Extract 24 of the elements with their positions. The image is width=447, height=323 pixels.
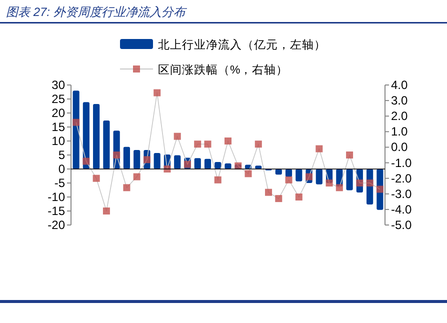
y2-tick-label: -3.0: [391, 186, 412, 201]
y-tick-label: 25: [52, 92, 66, 106]
y2-tick-label: -5.0: [391, 218, 412, 232]
y2-tick-label: 1.0: [391, 124, 408, 139]
y-tick-label: -15: [48, 204, 66, 218]
y-tick-label: 20: [52, 106, 66, 120]
y2-tick-label: 3.0: [391, 94, 408, 108]
y-tick-label: 5: [58, 148, 66, 162]
y2-tick-label: 4.0: [391, 78, 408, 92]
y2-tick-label: 2.0: [391, 109, 408, 124]
y-tick-label: 0: [58, 162, 66, 176]
y2-tick-label: -1.0: [391, 156, 412, 170]
y-tick-label: -20: [48, 218, 66, 232]
legend-label: 北上行业净流入（亿元，左轴）: [158, 38, 326, 52]
chart-title: 图表 27: 外资周度行业净流入分布: [6, 5, 188, 19]
y2-tick-label: 0.0: [391, 140, 408, 154]
y-tick-label: 30: [52, 78, 66, 92]
y-tick-label: 10: [52, 134, 66, 148]
y-tick-label: -10: [48, 190, 66, 204]
legend-label: 区间涨跌幅（%，右轴）: [158, 64, 288, 76]
y-tick-label: -5: [54, 176, 66, 190]
y-tick-label: 15: [52, 120, 66, 134]
y2-tick-label: -2.0: [391, 171, 412, 186]
y2-tick-label: -4.0: [391, 202, 412, 216]
